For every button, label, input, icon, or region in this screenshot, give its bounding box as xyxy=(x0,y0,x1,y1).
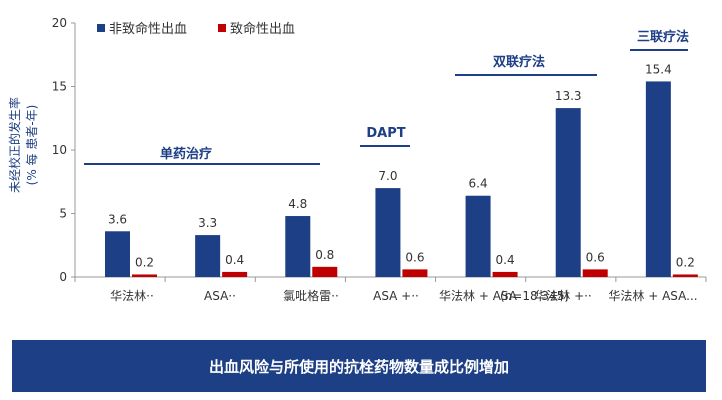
bar-nonfatal xyxy=(375,188,401,277)
data-label-fatal: 0.4 xyxy=(225,253,244,267)
bar-fatal xyxy=(672,274,698,277)
group-label: 单药治疗 xyxy=(160,146,212,162)
y-tick-label: 0 xyxy=(59,270,67,284)
data-label-fatal: 0.6 xyxy=(405,250,424,264)
legend-label: 非致命性出血 xyxy=(109,21,187,37)
data-label-nonfatal: 13.3 xyxy=(555,89,582,103)
data-label-nonfatal: 15.4 xyxy=(645,62,672,76)
data-label-fatal: 0.4 xyxy=(496,253,515,267)
group-label: 双联疗法 xyxy=(493,54,545,70)
bleeding-rate-bar-chart: 0 5 10 15 20 未经校正的发生率 (% 每 患者-年) 3.6 0.2 3.3 0.4 4… xyxy=(7,16,707,303)
y-tick-label: 10 xyxy=(52,143,67,157)
bar-fatal xyxy=(312,266,338,277)
x-tick-label: 华法林 + ASA... xyxy=(608,289,697,303)
bar-fatal xyxy=(402,269,428,277)
y-tick-label: 5 xyxy=(59,207,67,221)
legend-label: 致命性出血 xyxy=(230,21,295,37)
legend-swatch xyxy=(218,24,226,32)
footer-banner: 出血风险与所使用的抗栓药物数量成比例增加 xyxy=(12,340,706,392)
chart-axes: 0 5 10 15 20 未经校正的发生率 (% 每 患者-年) xyxy=(7,16,707,284)
chart-bars xyxy=(105,81,698,277)
chart-labels: 3.6 0.2 3.3 0.4 4.8 0.8 7.0 0.6 6.4 0.4 13.3 0.6 15.… xyxy=(108,62,698,303)
legend-swatch xyxy=(97,24,105,32)
data-label-fatal: 0.2 xyxy=(676,255,695,269)
group-annotations: 单药治疗 DAPT 双联疗法 三联疗法 xyxy=(84,29,689,165)
data-label-fatal: 0.2 xyxy=(135,255,154,269)
x-tick-label: ASA +·· xyxy=(373,289,419,303)
data-label-nonfatal: 3.3 xyxy=(198,216,217,230)
x-tick-label: 华法林 +·· xyxy=(534,289,592,303)
y-axis-subtitle: (% 每 患者-年) xyxy=(24,105,39,186)
y-tick-label: 15 xyxy=(52,80,67,94)
y-tick-label: 20 xyxy=(52,16,67,30)
data-label-nonfatal: 6.4 xyxy=(469,177,488,191)
chart-legend: 非致命性出血 致命性出血 xyxy=(97,21,295,37)
bar-fatal xyxy=(492,271,518,277)
bar-fatal xyxy=(582,269,608,277)
group-label: 三联疗法 xyxy=(637,29,689,45)
group-label: DAPT xyxy=(366,126,405,141)
bar-nonfatal xyxy=(105,231,130,277)
bar-nonfatal xyxy=(285,216,311,277)
data-label-nonfatal: 3.6 xyxy=(108,212,127,226)
data-label-fatal: 0.6 xyxy=(586,250,605,264)
bar-nonfatal xyxy=(555,108,581,277)
x-tick-label: 氯吡格雷·· xyxy=(283,288,339,303)
footer-text: 出血风险与所使用的抗栓药物数量成比例增加 xyxy=(208,357,509,376)
data-label-fatal: 0.8 xyxy=(315,248,334,262)
x-tick-label: (n=18 345) xyxy=(500,289,569,303)
data-label-nonfatal: 7.0 xyxy=(378,169,397,183)
bar-fatal xyxy=(132,274,157,277)
bar-nonfatal xyxy=(645,81,671,277)
y-axis-title: 未经校正的发生率 xyxy=(7,97,22,193)
x-tick-label: 华法林·· xyxy=(110,289,154,303)
x-tick-label: ASA·· xyxy=(204,289,236,303)
bar-fatal xyxy=(222,271,248,277)
x-tick-label: 华法林 + ASA xyxy=(439,289,518,303)
bar-nonfatal xyxy=(195,235,221,277)
data-label-nonfatal: 4.8 xyxy=(288,197,307,211)
bar-nonfatal xyxy=(465,195,491,277)
